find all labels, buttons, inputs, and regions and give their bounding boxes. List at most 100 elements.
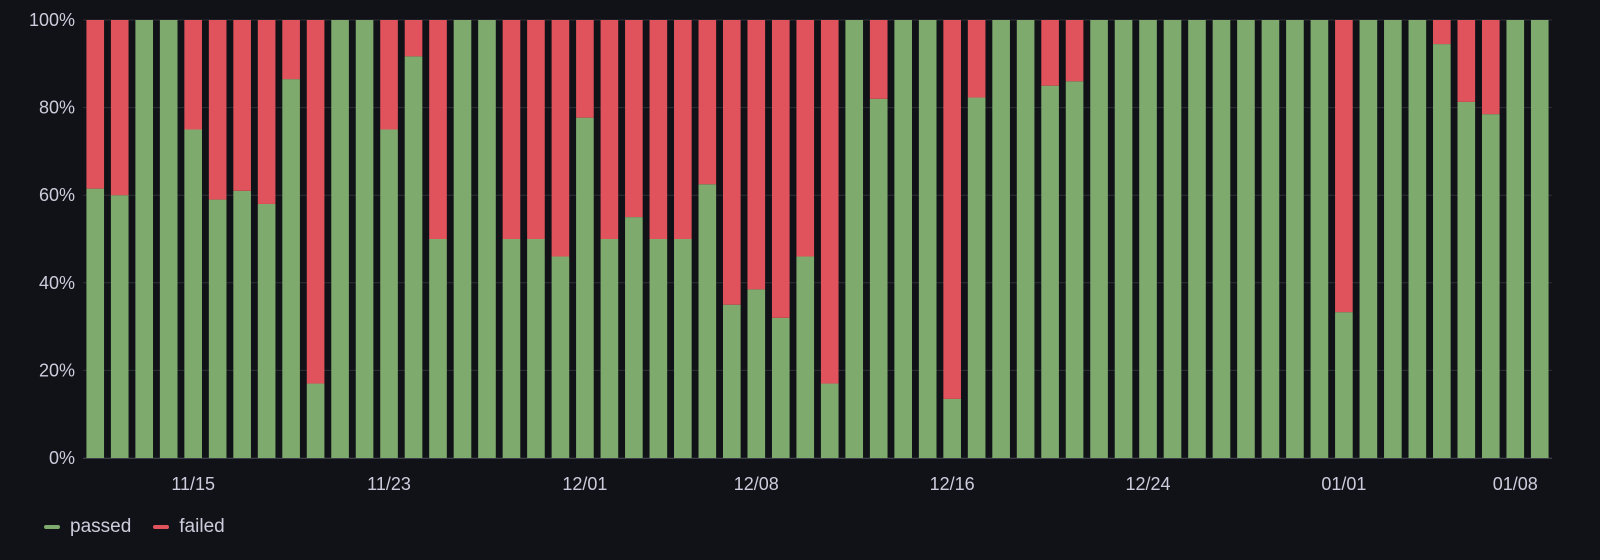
passed-bar bbox=[1310, 20, 1329, 458]
passed-bar bbox=[1433, 44, 1451, 459]
passed-bar bbox=[1481, 114, 1500, 459]
failed-bar bbox=[1481, 20, 1500, 115]
passed-bar bbox=[796, 256, 815, 458]
failed-bar bbox=[527, 20, 545, 239]
failed-swatch-icon bbox=[153, 525, 170, 529]
passed-bar bbox=[208, 199, 227, 458]
passed-bar bbox=[551, 256, 570, 458]
passed-bar bbox=[820, 383, 839, 458]
y-tick-label: 20% bbox=[39, 360, 75, 380]
passed-bar bbox=[453, 20, 472, 458]
passed-bar bbox=[355, 20, 374, 458]
passed-bar bbox=[1114, 20, 1133, 458]
failed-bar bbox=[722, 20, 741, 305]
passed-bar bbox=[1188, 20, 1206, 458]
failed-bar bbox=[625, 20, 643, 218]
passed-bar bbox=[233, 190, 251, 458]
passed-bar bbox=[306, 383, 325, 458]
passed-bar bbox=[1016, 20, 1035, 458]
failed-bar bbox=[1335, 20, 1353, 313]
failed-bar bbox=[429, 20, 447, 239]
failed-bar bbox=[747, 20, 766, 290]
passed-bar bbox=[1065, 81, 1084, 458]
passed-bar bbox=[600, 239, 619, 458]
passed-bar bbox=[1212, 20, 1231, 458]
legend-label-failed: failed bbox=[179, 516, 225, 537]
failed-bar bbox=[600, 20, 619, 239]
failed-bar bbox=[796, 20, 815, 257]
passed-bar bbox=[1041, 85, 1059, 458]
passed-bar bbox=[576, 117, 594, 458]
passed-bar bbox=[282, 79, 300, 458]
y-tick-label: 0% bbox=[49, 448, 75, 468]
passed-bar bbox=[943, 398, 961, 458]
passed-bar bbox=[1335, 312, 1353, 458]
passed-bar bbox=[404, 56, 423, 458]
passed-bar bbox=[502, 239, 521, 458]
failed-bar bbox=[233, 20, 251, 191]
legend-item-failed[interactable]: failed bbox=[153, 516, 225, 538]
failed-bar bbox=[86, 20, 105, 189]
y-tick-label: 40% bbox=[39, 273, 75, 293]
failed-bar bbox=[967, 20, 986, 98]
legend-label-passed: passed bbox=[70, 516, 132, 537]
x-tick-label: 01/08 bbox=[1493, 474, 1538, 494]
failed-bar bbox=[943, 20, 961, 399]
passed-bar bbox=[747, 289, 766, 458]
failed-bar bbox=[576, 20, 594, 118]
failed-bar bbox=[257, 20, 276, 204]
passed-bar bbox=[380, 129, 398, 458]
failed-bar bbox=[698, 20, 717, 185]
y-tick-label: 60% bbox=[39, 185, 75, 205]
failed-bar bbox=[208, 20, 227, 200]
passed-bar bbox=[429, 239, 447, 458]
passed-bar bbox=[674, 239, 692, 458]
failed-bar bbox=[380, 20, 398, 130]
failed-bar bbox=[551, 20, 570, 257]
failed-bar bbox=[820, 20, 839, 384]
passed-bar bbox=[1506, 20, 1525, 458]
passed-bar bbox=[1237, 20, 1255, 458]
failed-bar bbox=[1433, 20, 1451, 45]
stacked-bar-chart: 0% 20% 40% 60% 80% 100% 11/15 11/23 12/01 12/08 12… bbox=[29, 10, 1552, 494]
y-tick-label: 80% bbox=[39, 98, 75, 118]
x-tick-label: 12/08 bbox=[734, 474, 779, 494]
x-tick-label: 01/01 bbox=[1321, 474, 1366, 494]
failed-bar bbox=[306, 20, 325, 384]
passed-bar bbox=[771, 317, 790, 458]
failed-bar bbox=[869, 20, 888, 99]
passed-bar bbox=[86, 188, 105, 458]
passed-bar bbox=[110, 195, 129, 458]
passed-bar bbox=[184, 129, 202, 458]
passed-bar bbox=[478, 20, 496, 458]
failed-bar bbox=[674, 20, 692, 239]
passed-bar bbox=[1090, 20, 1108, 458]
passed-bar bbox=[722, 304, 741, 458]
failed-bar bbox=[771, 20, 790, 318]
passed-bar bbox=[967, 97, 986, 458]
x-tick-label: 11/15 bbox=[171, 474, 215, 494]
failed-bar bbox=[1065, 20, 1084, 82]
failed-bar bbox=[110, 20, 129, 196]
passed-bar bbox=[1408, 20, 1427, 458]
passed-bar bbox=[257, 203, 276, 458]
passed-bar bbox=[649, 239, 668, 458]
passed-bar bbox=[992, 20, 1010, 458]
passed-bar bbox=[1530, 20, 1549, 458]
x-tick-label: 11/23 bbox=[367, 474, 411, 494]
passed-bar bbox=[1261, 20, 1280, 458]
passed-bar bbox=[698, 184, 717, 458]
legend-item-passed[interactable]: passed bbox=[44, 516, 131, 538]
passed-bar bbox=[845, 20, 864, 458]
passed-bar bbox=[159, 20, 178, 458]
failed-bar bbox=[649, 20, 668, 239]
passed-bar bbox=[1384, 20, 1402, 458]
passed-bar bbox=[527, 239, 545, 458]
passed-bar bbox=[625, 217, 643, 458]
failed-bar bbox=[184, 20, 202, 130]
passed-bar bbox=[331, 20, 349, 458]
passed-bar bbox=[894, 20, 913, 458]
passed-bar bbox=[1359, 20, 1378, 458]
legend: passed failed bbox=[44, 516, 225, 538]
